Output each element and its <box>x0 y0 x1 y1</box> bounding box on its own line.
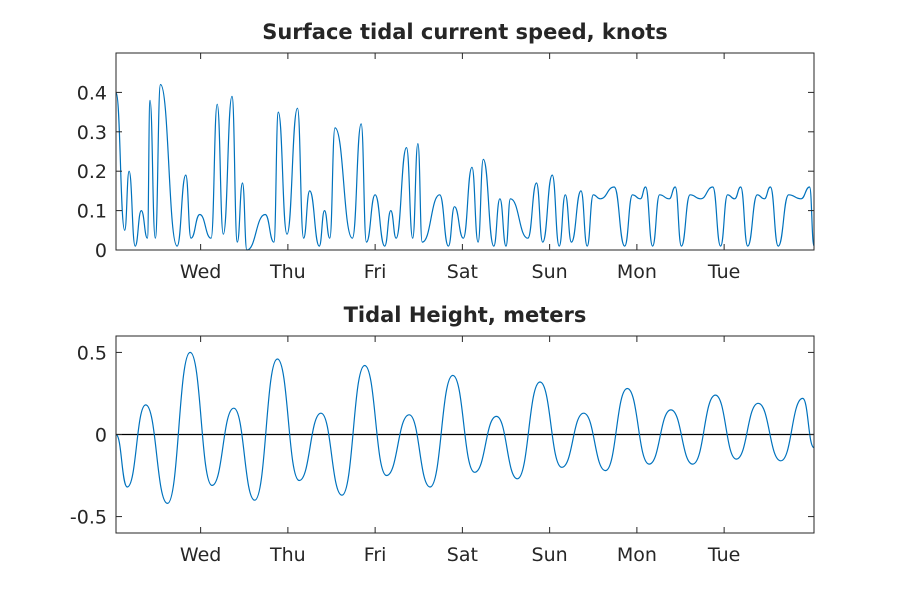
y-tick-label: 0.2 <box>77 161 107 183</box>
x-tick-label: Sat <box>447 261 478 283</box>
y-tick-label: -0.5 <box>70 507 107 529</box>
x-tick-label: Mon <box>617 261 657 283</box>
current-speed-chart: Surface tidal current speed, knots 00.10… <box>77 20 815 283</box>
tidal-height-x-axis: Wed Thu Fri Sat Sun Mon Tue <box>180 336 740 566</box>
y-tick-label: 0.4 <box>77 82 107 104</box>
x-tick-label: Fri <box>364 261 387 283</box>
y-tick-label: 0.5 <box>77 342 107 364</box>
x-tick-label: Sun <box>532 544 568 566</box>
x-tick-label: Mon <box>617 544 657 566</box>
x-tick-label: Tue <box>707 261 740 283</box>
x-tick-label: Tue <box>707 544 740 566</box>
tidal-height-line <box>115 351 815 505</box>
y-tick-label: 0.3 <box>77 122 107 144</box>
x-tick-label: Thu <box>269 544 306 566</box>
current-speed-y-axis: 0 0.1 0.2 0.3 0.4 <box>77 82 814 262</box>
x-tick-label: Sat <box>447 544 478 566</box>
current-speed-line <box>115 83 815 251</box>
tidal-height-y-axis: -0.5 0 0.5 <box>70 342 814 529</box>
x-tick-label: Wed <box>180 544 221 566</box>
y-tick-label: 0.1 <box>77 201 107 223</box>
tidal-height-plot-frame <box>115 335 815 534</box>
x-tick-label: Thu <box>269 261 306 283</box>
current-speed-x-axis: Wed Thu Fri Sat Sun Mon Tue <box>180 53 740 283</box>
tidal-height-title: Tidal Height, meters <box>344 303 587 327</box>
current-speed-title: Surface tidal current speed, knots <box>262 20 668 44</box>
current-speed-plot-frame <box>115 52 815 251</box>
x-tick-label: Fri <box>364 544 387 566</box>
x-tick-label: Wed <box>180 261 221 283</box>
tidal-height-chart: Tidal Height, meters -0.5 0 0.5 Wed Thu Fri S… <box>70 303 815 566</box>
x-tick-label: Sun <box>532 261 568 283</box>
y-tick-label: 0 <box>95 425 107 447</box>
y-tick-label: 0 <box>95 240 107 262</box>
